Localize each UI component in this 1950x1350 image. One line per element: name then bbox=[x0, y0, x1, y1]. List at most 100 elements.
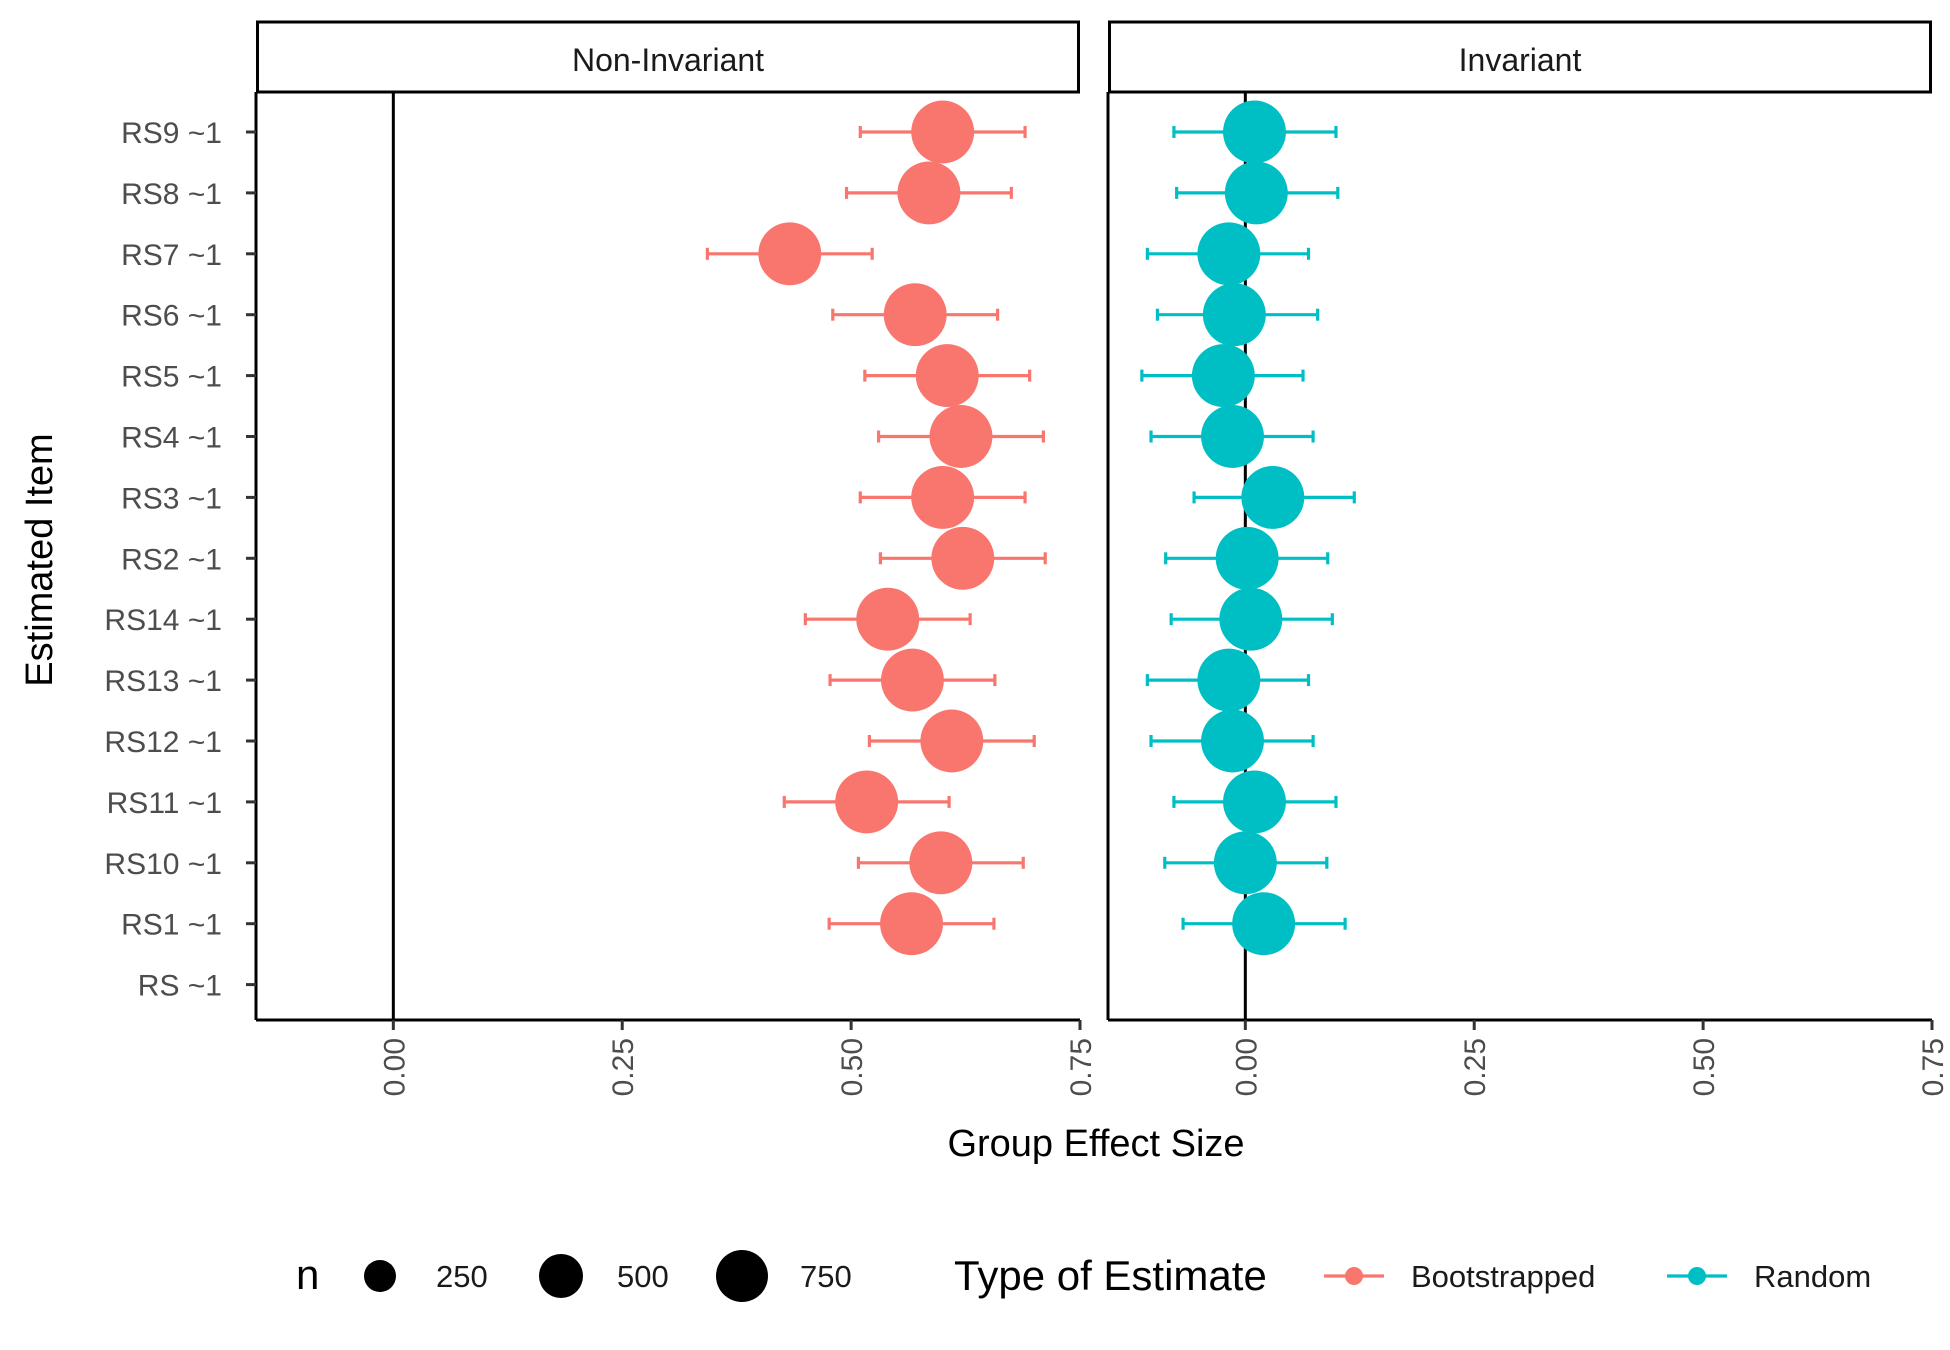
y-tick-label: RS3 ~1 bbox=[121, 482, 222, 515]
data-point bbox=[897, 161, 961, 225]
x-axis-title: Group Effect Size bbox=[947, 1123, 1244, 1165]
y-tick-label: RS4 ~1 bbox=[121, 422, 222, 455]
data-point-group bbox=[1145, 648, 1311, 712]
data-point-group bbox=[867, 709, 1036, 773]
data-point bbox=[1232, 892, 1296, 956]
data-point bbox=[915, 344, 979, 408]
data-point bbox=[1224, 161, 1288, 225]
data-point-group bbox=[844, 161, 1013, 225]
data-point-group bbox=[803, 587, 972, 651]
x-tick-label: 0.25 bbox=[607, 1038, 640, 1096]
legend: n 250 500 750 Type of Estimate Bootstrapped Ra… bbox=[296, 1250, 1871, 1302]
data-point-group bbox=[1145, 222, 1311, 286]
data-point bbox=[835, 770, 899, 834]
y-tick-label: RS7 ~1 bbox=[121, 239, 222, 272]
data-point bbox=[909, 831, 973, 895]
y-tick-label: RS13 ~1 bbox=[104, 665, 222, 698]
data-point-group bbox=[705, 222, 874, 286]
data-point bbox=[880, 892, 943, 956]
data-point bbox=[758, 222, 822, 286]
data-point-group bbox=[1163, 831, 1329, 895]
size-legend-key bbox=[539, 1254, 583, 1298]
data-point-group bbox=[863, 344, 1032, 408]
y-tick-label: RS6 ~1 bbox=[121, 300, 222, 333]
x-tick-label: 0.25 bbox=[1459, 1038, 1492, 1096]
data-point-group bbox=[858, 465, 1027, 529]
data-point bbox=[856, 587, 920, 651]
data-point-group bbox=[1149, 405, 1315, 468]
data-point-group bbox=[1169, 587, 1334, 651]
data-point-group bbox=[1181, 892, 1347, 956]
y-tick-label: RS ~1 bbox=[138, 970, 222, 1003]
data-point-group bbox=[876, 405, 1045, 468]
facet-strip bbox=[256, 20, 1080, 94]
data-point-group bbox=[1155, 283, 1320, 347]
color-legend-title: Type of Estimate bbox=[954, 1252, 1267, 1299]
x-tick-label: 0.75 bbox=[1065, 1038, 1098, 1096]
data-point-group bbox=[1172, 100, 1338, 164]
data-point-group bbox=[1164, 526, 1330, 590]
data-point bbox=[1202, 283, 1266, 347]
size-legend-label: 750 bbox=[800, 1259, 852, 1294]
y-tick-label: RS5 ~1 bbox=[121, 361, 222, 394]
y-tick-label: RS2 ~1 bbox=[121, 543, 222, 576]
data-point bbox=[1191, 344, 1255, 408]
data-point bbox=[1241, 465, 1305, 529]
x-tick-label: 0.50 bbox=[1688, 1038, 1721, 1096]
x-tick-label: 0.00 bbox=[378, 1038, 411, 1096]
data-point-group bbox=[1149, 709, 1315, 773]
data-point-group bbox=[1140, 344, 1305, 408]
y-tick-label: RS8 ~1 bbox=[121, 178, 222, 211]
data-point bbox=[1197, 648, 1261, 712]
facet-panels: Non-Invariant 0.00 0.25 0.50 0.75 Invariant 0.… bbox=[254, 20, 1950, 1096]
color-legend-label: Random bbox=[1754, 1259, 1871, 1294]
data-point-group bbox=[1175, 161, 1340, 225]
x-tick-label: 0.50 bbox=[836, 1038, 869, 1096]
data-point-group bbox=[856, 831, 1025, 895]
data-point bbox=[1223, 100, 1286, 164]
data-point bbox=[911, 100, 975, 164]
data-point bbox=[883, 283, 947, 347]
facet-panel-1: Invariant 0.00 0.25 0.50 0.75 bbox=[1106, 20, 1950, 1096]
color-legend-key-dot bbox=[1688, 1267, 1706, 1285]
data-point-group bbox=[858, 100, 1027, 164]
data-point bbox=[881, 648, 944, 712]
data-point-group bbox=[827, 892, 996, 956]
data-point-group bbox=[878, 526, 1047, 590]
data-point-group bbox=[828, 648, 997, 712]
data-point bbox=[1201, 405, 1264, 468]
y-tick-label: RS9 ~1 bbox=[121, 117, 222, 150]
facet-strip bbox=[1108, 20, 1932, 94]
size-legend-label: 500 bbox=[617, 1259, 669, 1294]
data-point bbox=[911, 465, 975, 529]
data-point bbox=[1215, 526, 1279, 590]
data-point bbox=[1213, 831, 1277, 895]
y-axis-title: Estimated Item bbox=[19, 433, 61, 686]
data-point-group bbox=[831, 283, 1000, 347]
size-legend-label: 250 bbox=[436, 1259, 488, 1294]
size-legend-title: n bbox=[296, 1251, 319, 1298]
data-point-group bbox=[1192, 465, 1356, 529]
x-tick-label: 0.00 bbox=[1230, 1038, 1263, 1096]
y-axis: RS9 ~1 RS8 ~1 RS7 ~1 RS6 ~1 RS5 ~1 RS4 ~1 RS3 … bbox=[104, 117, 256, 1003]
x-tick-label: 0.75 bbox=[1917, 1038, 1950, 1096]
y-tick-label: RS11 ~1 bbox=[107, 787, 222, 820]
facet-strip-label: Invariant bbox=[1459, 42, 1582, 78]
size-legend-key bbox=[364, 1260, 396, 1292]
data-point bbox=[1223, 770, 1286, 834]
size-legend-key bbox=[716, 1250, 768, 1302]
y-tick-label: RS1 ~1 bbox=[121, 909, 222, 942]
data-point bbox=[920, 709, 984, 773]
data-point bbox=[1197, 222, 1261, 286]
data-point bbox=[1201, 709, 1264, 773]
y-tick-label: RS14 ~1 bbox=[104, 604, 222, 637]
facet-panel-0: Non-Invariant 0.00 0.25 0.50 0.75 bbox=[254, 20, 1098, 1096]
y-tick-label: RS10 ~1 bbox=[104, 848, 222, 881]
data-point bbox=[931, 526, 995, 590]
color-legend-label: Bootstrapped bbox=[1411, 1259, 1595, 1294]
y-tick-label: RS12 ~1 bbox=[104, 726, 222, 759]
data-point-group bbox=[1172, 770, 1338, 834]
data-point-group bbox=[782, 770, 951, 834]
